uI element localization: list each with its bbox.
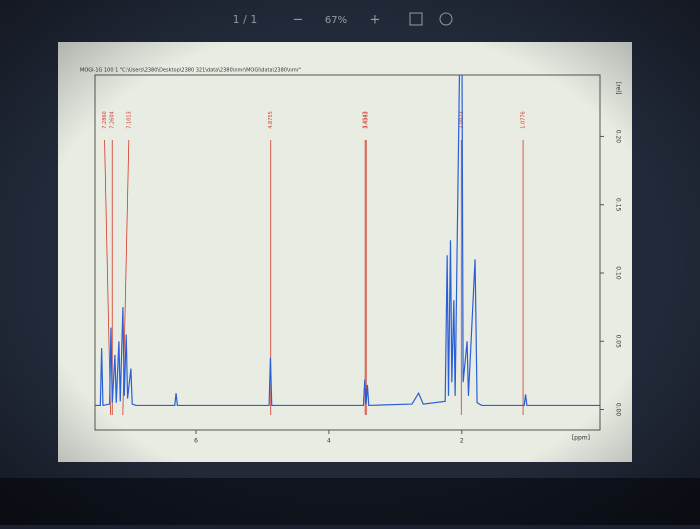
y-tick-label: 0.10: [615, 266, 622, 280]
taskbar: [0, 478, 700, 525]
peak-label: 1.0776: [521, 111, 527, 129]
document-page: [58, 42, 632, 462]
x-tick-label: 6: [194, 438, 198, 445]
x-axis-label: [ppm]: [572, 435, 590, 442]
x-tick-label: 4: [327, 438, 331, 445]
y-axis-label: [rel]: [615, 82, 622, 94]
page-indicator: 1 / 1: [233, 13, 258, 26]
y-tick-label: 0.20: [615, 130, 622, 144]
peak-label: 7.2860: [102, 111, 108, 129]
y-tick-label: 0.00: [615, 403, 622, 417]
peak-label: 7.2604: [110, 111, 116, 129]
peak-label: 4.8755: [268, 111, 274, 129]
zoom-level: 67%: [325, 15, 347, 26]
y-tick-label: 0.15: [615, 198, 622, 212]
zoom-in-button[interactable]: +: [370, 13, 381, 28]
peak-label: 3.4383: [364, 111, 370, 129]
x-tick-label: 2: [460, 438, 464, 445]
peak-label: 7.1013: [126, 111, 132, 129]
chart-title: MOGl-1G 100 1 "C:\Users\2380\Desktop\238…: [80, 68, 301, 74]
y-tick-label: 0.05: [615, 335, 622, 349]
zoom-out-button[interactable]: −: [293, 13, 304, 28]
